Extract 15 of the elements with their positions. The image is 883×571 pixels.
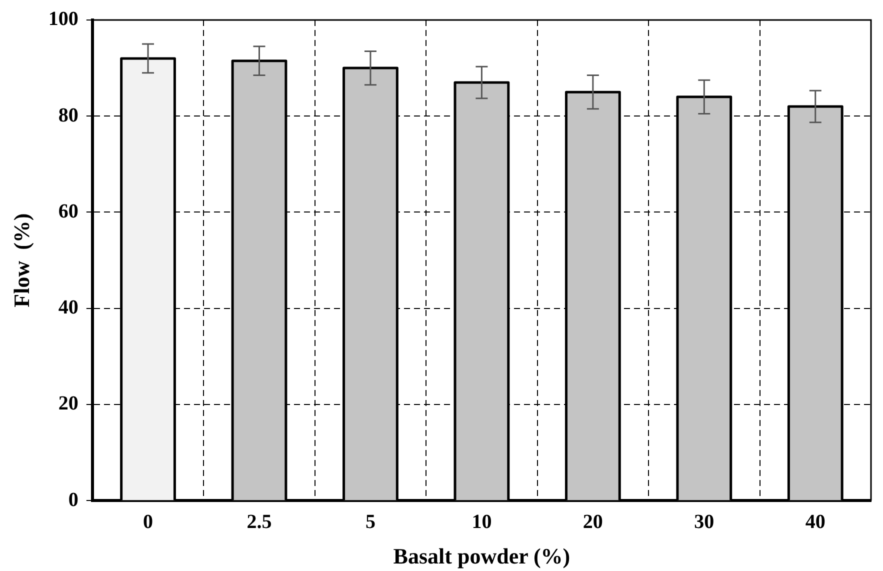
y-tick-label: 40 — [58, 296, 78, 319]
x-axis-title: Basalt powder (%) — [393, 543, 570, 568]
x-tick-label: 5 — [365, 510, 376, 533]
y-tick-label: 100 — [48, 8, 78, 30]
x-tick-label: 20 — [582, 510, 603, 533]
x-tick-label: 2.5 — [246, 510, 272, 533]
y-tick-label: 20 — [58, 392, 78, 415]
x-tick-label: 30 — [694, 510, 714, 533]
x-tick-label: 0 — [143, 510, 154, 533]
x-tick-label: 10 — [472, 510, 492, 533]
x-tick-label: 40 — [805, 510, 826, 533]
y-axis-title: Flow (%) — [8, 213, 34, 308]
y-tick-label: 60 — [58, 200, 78, 222]
y-tick-label: 80 — [58, 104, 78, 126]
y-tick-label: 0 — [68, 488, 78, 511]
